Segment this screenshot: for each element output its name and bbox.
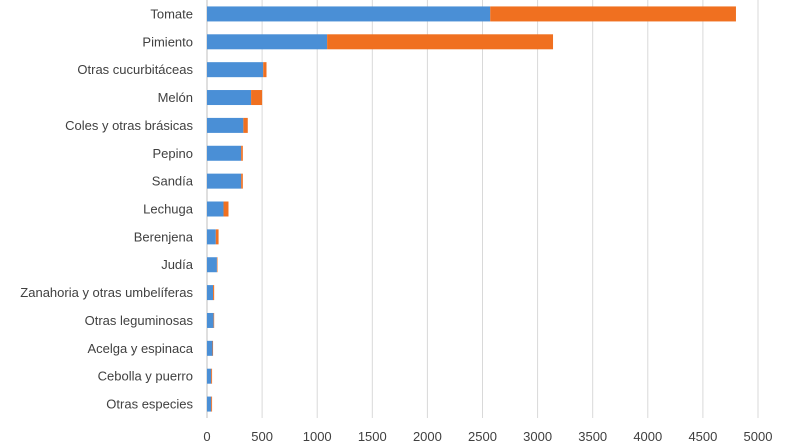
bar-series1-1 (207, 34, 328, 50)
bar-series1-6 (207, 173, 242, 189)
x-tick-label: 2500 (468, 429, 497, 444)
bar-series2-12 (212, 340, 214, 356)
bar-series2-3 (251, 90, 263, 106)
bar-series2-7 (223, 201, 229, 217)
x-tick-label: 3500 (578, 429, 607, 444)
x-tick-label: 4500 (688, 429, 717, 444)
category-label: Otras leguminosas (85, 313, 194, 328)
bar-series2-14 (211, 396, 213, 412)
x-tick-labels: 0 500 1000 1500 2000 2500 3000 3500 4000 4500 5000 (203, 429, 772, 444)
category-label: Otras cucurbitáceas (77, 62, 193, 77)
bar-series2-10 (213, 285, 215, 301)
bar-series1-3 (207, 90, 252, 106)
category-label: Otras especies (106, 397, 193, 412)
category-labels: Tomate Pimiento Otras cucurbitáceas Melón Co… (20, 6, 193, 411)
category-label: Pepino (153, 146, 193, 161)
category-label: Acelga y espinaca (87, 341, 193, 356)
bar-series1-4 (207, 117, 244, 133)
x-tick-label: 0 (203, 429, 210, 444)
bar-series1-8 (207, 229, 216, 245)
bar-series2-8 (215, 229, 219, 245)
bar-series1-10 (207, 285, 214, 301)
category-label: Coles y otras brásicas (65, 118, 193, 133)
category-label: Judía (161, 257, 194, 272)
bar-series2-5 (241, 145, 243, 161)
x-tick-label: 5000 (744, 429, 773, 444)
category-label: Berenjena (134, 229, 194, 244)
bar-series2-6 (241, 173, 243, 189)
bar-series2-13 (211, 368, 213, 384)
bar-series1-12 (207, 340, 213, 356)
category-label: Tomate (150, 6, 193, 21)
bar-series2-4 (243, 117, 248, 133)
bar-series2-11 (213, 312, 215, 328)
x-tick-label: 1000 (303, 429, 332, 444)
bar-series2-9 (216, 257, 218, 273)
category-label: Lechuga (143, 202, 194, 217)
bar-series1-11 (207, 312, 214, 328)
category-label: Cebolla y puerro (98, 369, 193, 384)
category-label: Zanahoria y otras umbelíferas (20, 285, 193, 300)
bar-series1-9 (207, 257, 217, 273)
bars (207, 6, 736, 412)
x-tick-label: 3000 (523, 429, 552, 444)
bar-series2-2 (263, 62, 267, 78)
bar-series1-5 (207, 145, 242, 161)
bar-series1-13 (207, 368, 212, 384)
category-label: Melón (158, 90, 193, 105)
x-tick-label: 2000 (413, 429, 442, 444)
bar-series1-0 (207, 6, 491, 22)
bar-series1-14 (207, 396, 212, 412)
x-tick-label: 4000 (633, 429, 662, 444)
bar-series2-1 (327, 34, 554, 50)
x-tick-label: 500 (251, 429, 273, 444)
grid-lines (206, 0, 759, 418)
x-tick-label: 1500 (358, 429, 387, 444)
bar-series1-2 (207, 62, 264, 78)
category-label: Sandía (152, 174, 194, 189)
bar-series2-0 (490, 6, 736, 22)
category-label: Pimiento (142, 34, 193, 49)
bar-series1-7 (207, 201, 224, 217)
